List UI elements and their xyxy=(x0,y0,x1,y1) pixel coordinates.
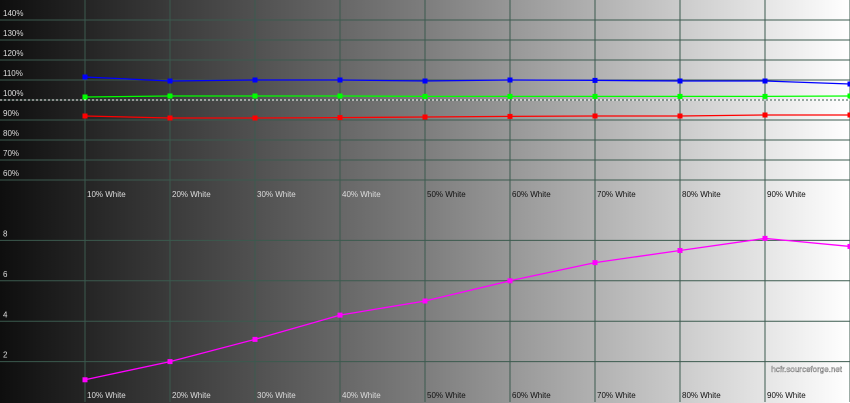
x-tick-label: 60% White xyxy=(512,190,551,199)
point-marker xyxy=(847,81,850,87)
y-tick-label: 100% xyxy=(3,89,23,98)
x-tick-label: 80% White xyxy=(682,391,721,400)
point-marker xyxy=(82,113,88,119)
point-marker xyxy=(762,78,768,84)
point-marker xyxy=(422,78,428,84)
point-marker xyxy=(337,115,343,121)
point-marker xyxy=(167,115,173,121)
y-tick-label: 140% xyxy=(3,9,23,18)
x-tick-label: 30% White xyxy=(257,190,296,199)
point-marker xyxy=(762,112,768,118)
point-marker xyxy=(422,93,428,99)
point-marker xyxy=(507,113,513,119)
point-marker xyxy=(592,93,598,99)
watermark: hcfr.sourceforge.net xyxy=(771,365,842,374)
point-marker xyxy=(677,113,683,119)
x-tick-label: 90% White xyxy=(767,391,806,400)
x-tick-label: 50% White xyxy=(427,190,466,199)
point-marker xyxy=(677,93,683,99)
point-marker xyxy=(252,93,258,99)
y-tick-label: 130% xyxy=(3,29,23,38)
series-line xyxy=(84,237,850,381)
x-tick-label: 70% White xyxy=(597,391,636,400)
point-marker xyxy=(337,77,343,83)
point-marker xyxy=(82,94,88,100)
point-marker xyxy=(422,298,428,304)
point-marker xyxy=(252,336,258,342)
x-tick-label: 60% White xyxy=(512,391,551,400)
x-tick-label: 10% White xyxy=(87,391,126,400)
x-tick-label: 40% White xyxy=(342,391,381,400)
point-marker xyxy=(167,78,173,84)
y-tick-label: 90% xyxy=(3,109,19,118)
y-tick-label: 60% xyxy=(3,169,19,178)
x-tick-label: 20% White xyxy=(172,391,211,400)
point-marker xyxy=(507,278,513,284)
point-marker xyxy=(167,359,173,365)
x-tick-label: 80% White xyxy=(682,190,721,199)
point-marker xyxy=(337,93,343,99)
point-marker xyxy=(762,235,768,241)
point-marker xyxy=(592,77,598,83)
point-marker xyxy=(337,312,343,318)
y-tick-label: 4 xyxy=(3,310,8,319)
point-marker xyxy=(677,248,683,253)
y-tick-label: 6 xyxy=(3,270,8,279)
x-tick-label: 10% White xyxy=(87,190,126,199)
point-marker xyxy=(592,260,598,266)
y-tick-label: 8 xyxy=(3,230,8,239)
point-marker xyxy=(762,93,768,99)
point-marker xyxy=(252,115,258,121)
y-tick-label: 110% xyxy=(3,69,23,78)
y-tick-label: 2 xyxy=(3,351,8,360)
point-marker xyxy=(252,77,258,83)
point-marker xyxy=(847,112,850,118)
series-line xyxy=(84,95,850,98)
point-marker xyxy=(847,243,850,249)
y-tick-label: 120% xyxy=(3,49,23,58)
point-marker xyxy=(422,114,428,120)
x-tick-label: 70% White xyxy=(597,190,636,199)
series-line xyxy=(84,76,850,85)
x-tick-label: 20% White xyxy=(172,190,211,199)
point-marker xyxy=(507,77,513,83)
point-marker xyxy=(677,78,683,84)
x-tick-label: 30% White xyxy=(257,391,296,400)
x-tick-label: 50% White xyxy=(427,391,466,400)
x-tick-label: 90% White xyxy=(767,190,806,199)
point-marker xyxy=(847,93,850,99)
y-tick-label: 80% xyxy=(3,129,19,138)
point-marker xyxy=(507,93,513,99)
point-marker xyxy=(82,74,88,80)
point-marker xyxy=(167,93,173,99)
point-marker xyxy=(592,113,598,119)
series-line xyxy=(84,114,850,119)
y-tick-label: 70% xyxy=(3,149,19,158)
point-marker xyxy=(82,377,88,383)
x-tick-label: 40% White xyxy=(342,190,381,199)
